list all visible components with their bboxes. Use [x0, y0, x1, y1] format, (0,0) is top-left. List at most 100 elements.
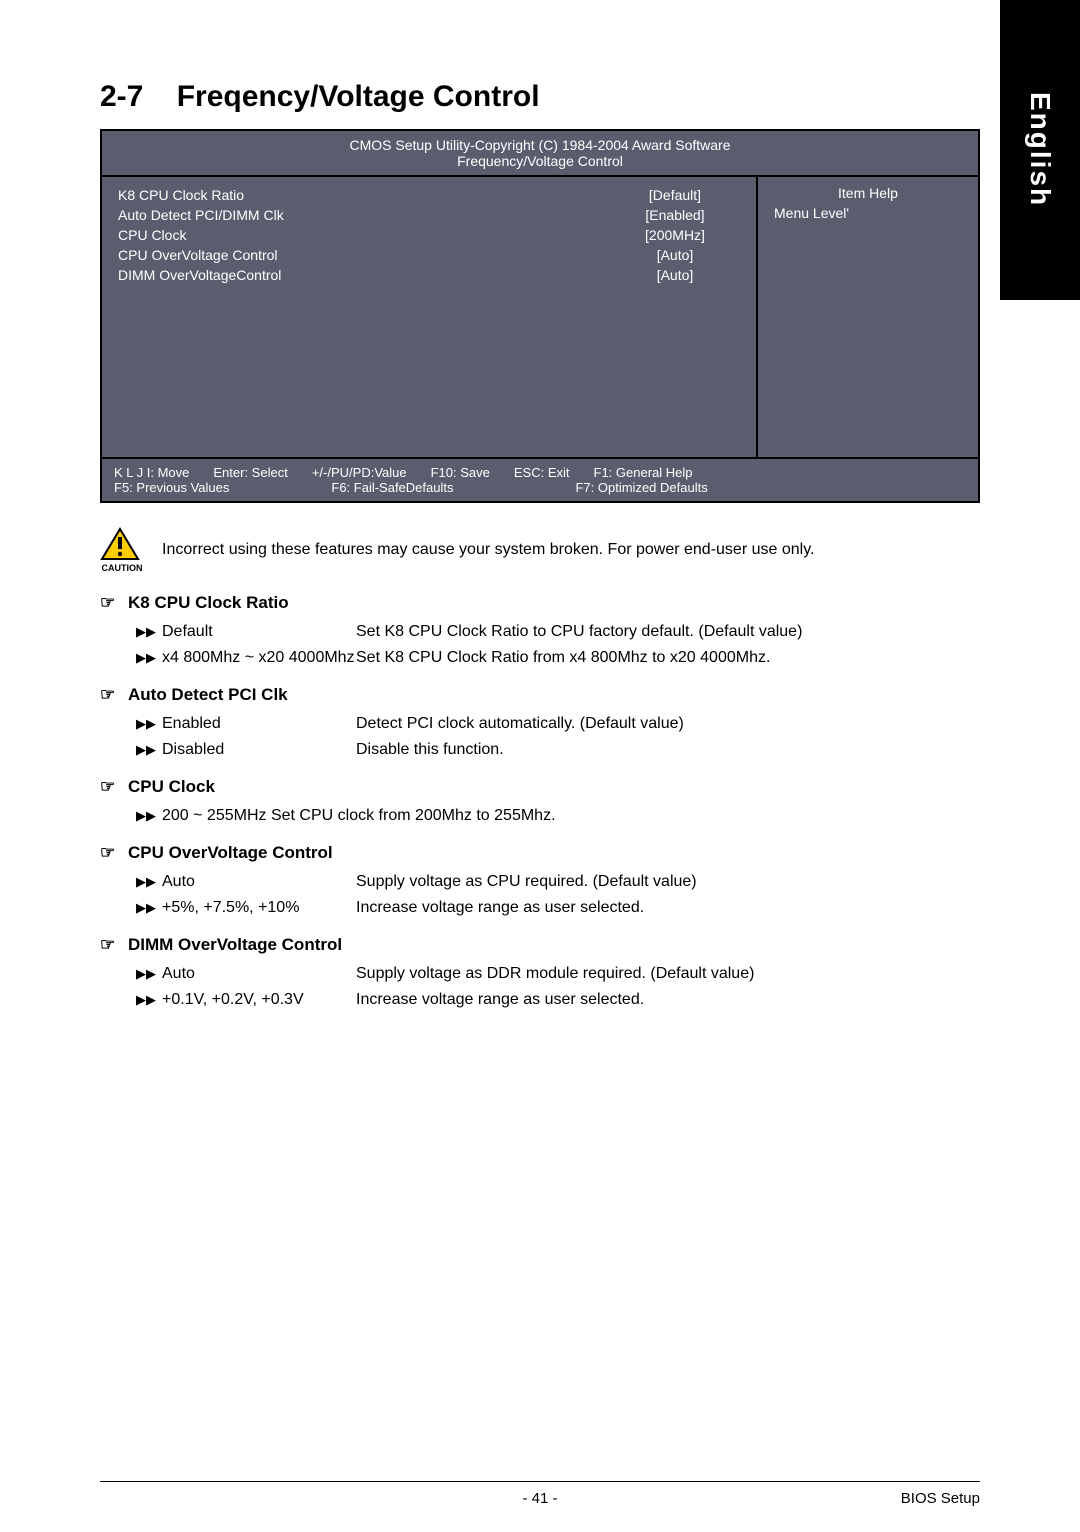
caution-triangle-icon	[100, 527, 140, 561]
bios-footer-item: F7: Optimized Defaults	[575, 480, 707, 495]
param-key: ▶▶Disabled	[136, 737, 356, 763]
bios-item-value: [Default]	[610, 185, 740, 205]
param-title-text: DIMM OverVoltage Control	[128, 935, 342, 955]
param-desc: Supply voltage as CPU required. (Default…	[356, 869, 980, 895]
footer-divider	[100, 1481, 980, 1482]
bios-item-label: CPU Clock	[118, 225, 610, 245]
bios-footer-item: F1: General Help	[594, 465, 693, 480]
param-desc: Supply voltage as DDR module required. (…	[356, 961, 980, 987]
hand-pointer-icon: ☞	[100, 593, 120, 613]
arrow-icon: ▶▶	[136, 645, 156, 671]
params-list: ☞K8 CPU Clock Ratio▶▶DefaultSet K8 CPU C…	[100, 593, 980, 1013]
bios-item-value: [Auto]	[610, 265, 740, 285]
param-single-text: 200 ~ 255MHz Set CPU clock from 200Mhz t…	[162, 807, 556, 824]
hand-pointer-icon: ☞	[100, 777, 120, 797]
bios-help-panel: Item Help Menu Level'	[758, 177, 978, 457]
caution-label: CAUTION	[100, 563, 144, 573]
bios-values-col: [Default] [Enabled] [200MHz] [Auto] [Aut…	[610, 185, 740, 449]
param-title-text: K8 CPU Clock Ratio	[128, 593, 289, 613]
bios-help-title: Item Help	[774, 185, 962, 201]
param-key-text: +5%, +7.5%, +10%	[162, 895, 299, 921]
page-number: - 41 -	[522, 1490, 557, 1507]
arrow-icon: ▶▶	[136, 803, 156, 829]
param-section: ☞ Auto Detect PCI Clk ▶▶Enabled Detect PCI …	[100, 685, 980, 763]
param-title-text: Auto Detect PCI Clk	[128, 685, 288, 705]
bios-header-line1: CMOS Setup Utility-Copyright (C) 1984-20…	[102, 137, 978, 153]
param-desc: Disable this function.	[356, 737, 980, 763]
param-key-text: Auto	[162, 961, 195, 987]
page-content: 2-7 Freqency/Voltage Control CMOS Setup …	[0, 0, 1080, 1047]
param-key: ▶▶x4 800Mhz ~ x20 4000Mhz	[136, 645, 356, 671]
bios-header-line2: Frequency/Voltage Control	[102, 153, 978, 169]
param-row: ▶▶Enabled Detect PCI clock automatically.…	[100, 711, 980, 737]
page-footer: - 41 - BIOS Setup	[100, 1490, 980, 1507]
param-title: ☞ Auto Detect PCI Clk	[100, 685, 980, 705]
param-section: ☞ CPU Clock ▶▶ 200 ~ 255MHz Set CPU clock f…	[100, 777, 980, 829]
hand-pointer-icon: ☞	[100, 685, 120, 705]
caution-row: CAUTION Incorrect using these features m…	[100, 527, 980, 573]
hand-pointer-icon: ☞	[100, 935, 120, 955]
param-title: ☞ DIMM OverVoltage Control	[100, 935, 980, 955]
param-desc: Increase voltage range as user selected.	[356, 895, 980, 921]
bios-footer-item: +/-/PU/PD:Value	[312, 465, 407, 480]
bios-footer-item: F5: Previous Values	[114, 480, 229, 495]
param-key: ▶▶Auto	[136, 961, 356, 987]
bios-footer-item: Enter: Select	[213, 465, 287, 480]
param-row: ▶▶DefaultSet K8 CPU Clock Ratio to CPU f…	[100, 619, 980, 645]
arrow-icon: ▶▶	[136, 619, 156, 645]
language-tab: English	[1000, 0, 1080, 300]
param-desc: Detect PCI clock automatically. (Default…	[356, 711, 980, 737]
arrow-icon: ▶▶	[136, 711, 156, 737]
param-desc: Set K8 CPU Clock Ratio from x4 800Mhz to…	[356, 645, 980, 671]
hand-pointer-icon: ☞	[100, 843, 120, 863]
param-row: ▶▶AutoSupply voltage as DDR module requi…	[100, 961, 980, 987]
param-key: ▶▶+5%, +7.5%, +10%	[136, 895, 356, 921]
param-row: ▶▶AutoSupply voltage as CPU required. (D…	[100, 869, 980, 895]
bios-item-label: Auto Detect PCI/DIMM Clk	[118, 205, 610, 225]
param-row: ▶▶x4 800Mhz ~ x20 4000MhzSet K8 CPU Cloc…	[100, 645, 980, 671]
bios-labels-col: K8 CPU Clock Ratio Auto Detect PCI/DIMM …	[118, 185, 610, 449]
bios-footer-item: ESC: Exit	[514, 465, 570, 480]
caution-text: Incorrect using these features may cause…	[162, 541, 814, 559]
arrow-icon: ▶▶	[136, 895, 156, 921]
param-desc: Increase voltage range as user selected.	[356, 987, 980, 1013]
bios-item-value: [200MHz]	[610, 225, 740, 245]
param-row: ▶▶DisabledDisable this function.	[100, 737, 980, 763]
bios-footer-item: F6: Fail-SafeDefaults	[331, 480, 453, 495]
bios-item-value: [Enabled]	[610, 205, 740, 225]
param-key-text: Auto	[162, 869, 195, 895]
bios-footer-item: F10: Save	[431, 465, 490, 480]
bios-menu-level: Menu Level'	[774, 205, 962, 221]
param-desc: Set K8 CPU Clock Ratio to CPU factory de…	[356, 619, 980, 645]
param-section: ☞CPU OverVoltage Control▶▶AutoSupply vol…	[100, 843, 980, 921]
param-title: ☞ CPU OverVoltage Control	[100, 843, 980, 863]
bios-item-label: CPU OverVoltage Control	[118, 245, 610, 265]
bios-settings-panel: K8 CPU Clock Ratio Auto Detect PCI/DIMM …	[102, 177, 758, 457]
section-heading: Freqency/Voltage Control	[177, 80, 540, 113]
arrow-icon: ▶▶	[136, 737, 156, 763]
param-key: ▶▶Default	[136, 619, 356, 645]
param-key-text: Default	[162, 619, 213, 645]
param-key-text: Enabled	[162, 711, 221, 737]
param-key-text: +0.1V, +0.2V, +0.3V	[162, 987, 304, 1013]
param-single-row: ▶▶ 200 ~ 255MHz Set CPU clock from 200Mhz…	[100, 803, 980, 829]
language-tab-text: English	[1024, 92, 1056, 207]
section-number: 2-7	[100, 80, 143, 113]
arrow-icon: ▶▶	[136, 869, 156, 895]
footer-right: BIOS Setup	[901, 1490, 980, 1507]
param-key-text: x4 800Mhz ~ x20 4000Mhz	[162, 645, 355, 671]
arrow-icon: ▶▶	[136, 961, 156, 987]
caution-icon: CAUTION	[100, 527, 144, 573]
arrow-icon: ▶▶	[136, 987, 156, 1013]
bios-footer-item: K L J I: Move	[114, 465, 189, 480]
bios-item-label: K8 CPU Clock Ratio	[118, 185, 610, 205]
param-key: ▶▶+0.1V, +0.2V, +0.3V	[136, 987, 356, 1013]
param-title-text: CPU Clock	[128, 777, 215, 797]
param-section: ☞DIMM OverVoltage Control▶▶AutoSupply vo…	[100, 935, 980, 1013]
param-key: ▶▶Auto	[136, 869, 356, 895]
bios-item-value: [Auto]	[610, 245, 740, 265]
param-title-text: CPU OverVoltage Control	[128, 843, 333, 863]
param-section: ☞K8 CPU Clock Ratio▶▶DefaultSet K8 CPU C…	[100, 593, 980, 671]
bios-item-label: DIMM OverVoltageControl	[118, 265, 610, 285]
param-key-text: Disabled	[162, 737, 224, 763]
